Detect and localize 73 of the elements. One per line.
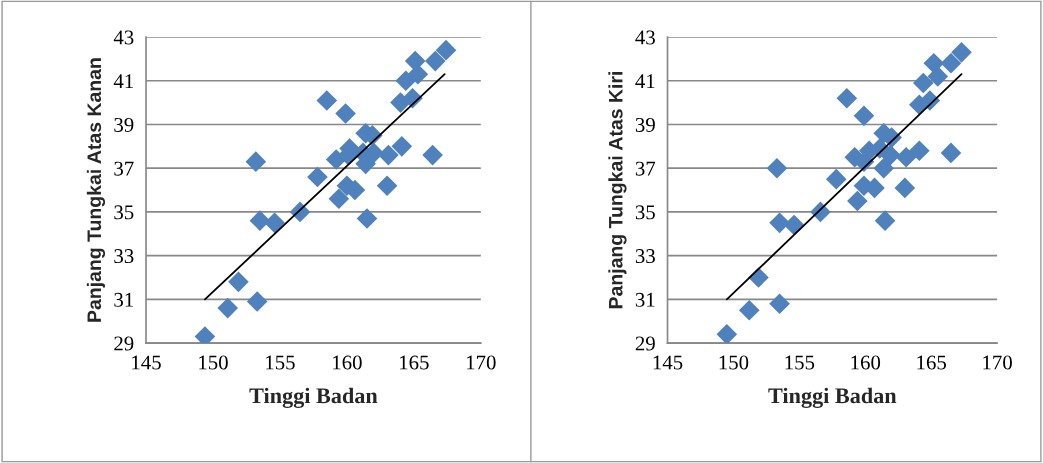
point — [228, 271, 249, 293]
y-tick-label: 35 — [114, 205, 134, 220]
point — [909, 140, 930, 162]
point — [316, 90, 338, 111]
x-axis-title: Tinggi Badan — [768, 387, 897, 408]
point — [407, 63, 429, 85]
x-tick-label: 170 — [983, 355, 1012, 370]
point — [328, 188, 350, 210]
point — [435, 39, 457, 61]
y-tick-label: 29 — [114, 336, 134, 351]
point — [766, 157, 788, 179]
y-tick-label: 43 — [113, 30, 134, 45]
x-tick-label: 150 — [199, 355, 228, 370]
y-axis-title: Panjang Tungkai Atas Kanan — [86, 58, 106, 322]
point — [873, 157, 895, 179]
y-tick-label: 31 — [635, 292, 655, 307]
y-tick-label: 41 — [113, 74, 133, 88]
point — [422, 144, 443, 166]
point — [894, 177, 916, 199]
x-tick-label: 145 — [653, 355, 683, 370]
x-tick-label: 160 — [851, 355, 881, 370]
point — [217, 297, 239, 319]
point — [424, 50, 446, 72]
x-tick-label: 155 — [785, 355, 815, 370]
point — [245, 151, 267, 172]
y-tick-label: 43 — [635, 30, 655, 45]
point — [940, 52, 962, 74]
point — [912, 72, 934, 94]
point — [391, 136, 413, 157]
y-tick-label: 37 — [635, 161, 656, 176]
y-tick-label: 39 — [635, 117, 655, 132]
point — [335, 103, 356, 124]
point — [395, 70, 417, 92]
point — [951, 42, 972, 63]
point — [307, 166, 328, 188]
point — [783, 214, 805, 236]
point — [194, 326, 216, 344]
point — [836, 87, 858, 109]
point — [853, 105, 875, 127]
y-tick-label: 41 — [635, 74, 655, 88]
y-tick-label: 37 — [114, 161, 134, 176]
point — [716, 324, 738, 344]
y-tick-label: 31 — [114, 292, 133, 307]
point — [825, 168, 847, 190]
x-tick-label: 170 — [467, 355, 496, 370]
point — [249, 210, 271, 231]
point — [738, 299, 760, 321]
y-axis-title: Panjang Tungkai Atas Kiri — [608, 72, 627, 309]
x-tick-label: 165 — [400, 355, 429, 370]
point — [927, 66, 949, 87]
point — [847, 190, 868, 212]
point — [895, 146, 917, 168]
point — [919, 90, 941, 111]
y-tick-label: 29 — [635, 336, 655, 351]
point — [769, 212, 790, 234]
point — [356, 208, 378, 229]
x-tick-label: 150 — [719, 355, 749, 370]
y-tick-label: 39 — [114, 117, 134, 132]
point — [264, 212, 285, 234]
x-axis-title: Tinggi Badan — [249, 387, 378, 408]
point — [378, 144, 399, 166]
y-tick-label: 33 — [635, 249, 655, 264]
point — [769, 293, 790, 315]
point — [376, 175, 398, 196]
y-tick-label: 33 — [114, 249, 134, 264]
x-tick-label: 165 — [917, 355, 946, 370]
y-tick-label: 35 — [635, 205, 655, 220]
x-tick-label: 145 — [132, 355, 161, 370]
point — [246, 291, 268, 312]
point — [940, 142, 962, 164]
x-tick-label: 160 — [333, 355, 362, 370]
point — [874, 210, 896, 231]
x-tick-label: 155 — [266, 355, 295, 370]
